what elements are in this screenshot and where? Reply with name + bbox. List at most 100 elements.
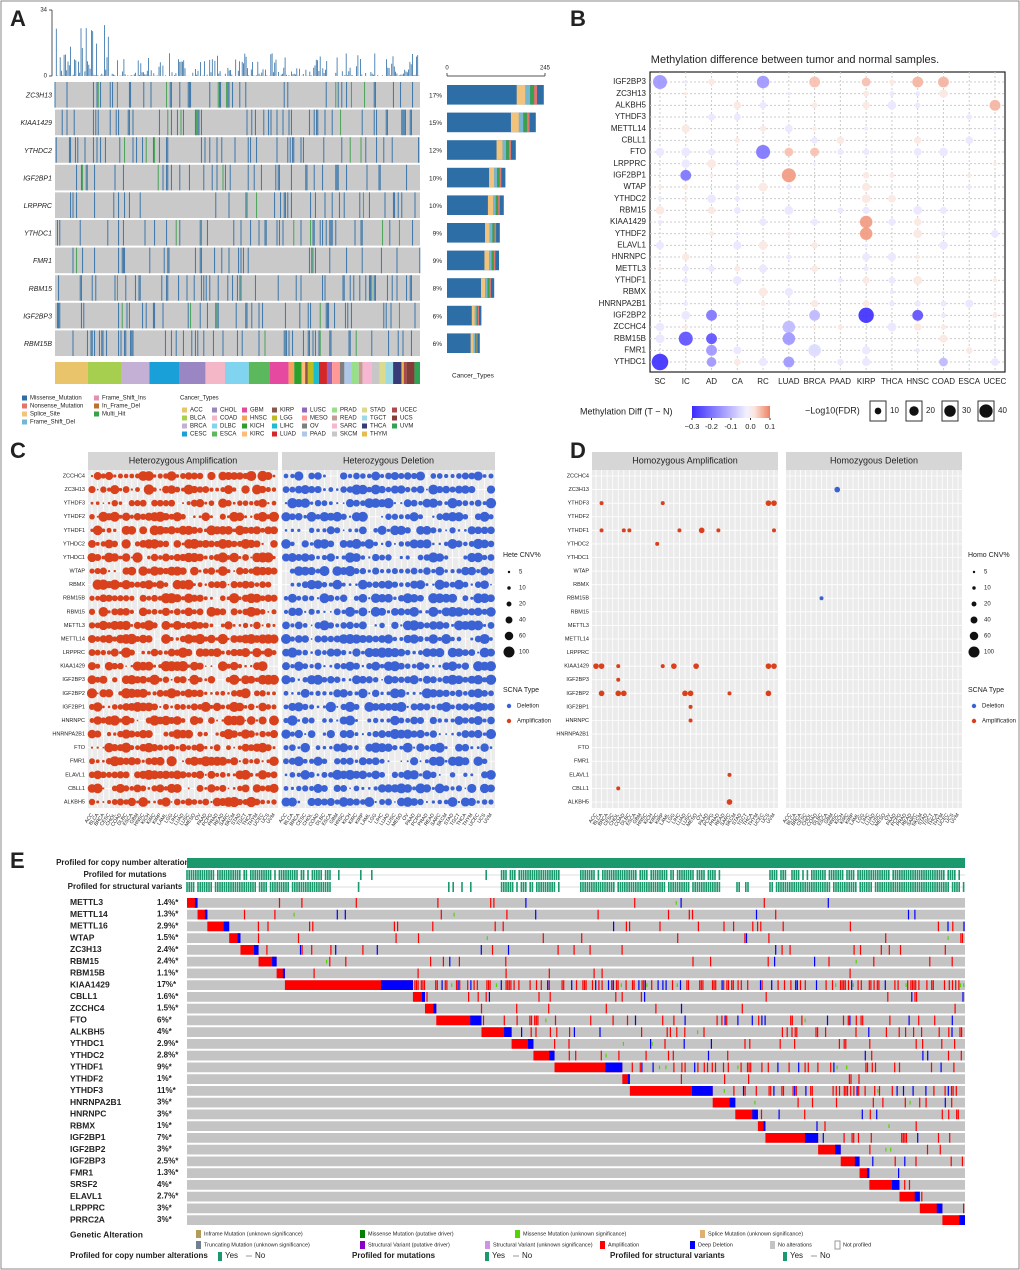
cnv-dot-texture [474,581,482,588]
cancer-strip [362,362,372,384]
cnv-dot-texture [366,757,373,765]
panel-letter: A [10,6,26,31]
cnv-dot-texture [287,593,297,603]
alteration-block-tail [380,980,413,990]
mutation-texture [56,220,414,246]
y-tick-label: WTAP [623,182,646,191]
cnv-dot-texture [166,471,177,481]
cnv-dot-texture [328,487,334,493]
cnv-dot-texture [175,745,180,750]
alteration-texture [742,1086,949,1096]
cnv-dot-texture [98,607,109,617]
cnv-dot-texture [163,745,169,751]
cnv-dot-texture [346,798,354,806]
cnv-dot-texture [370,484,381,495]
legend-label: In_Frame_Del [102,404,140,410]
faint-dot-texture [758,240,768,250]
cnv-dot-texture [184,689,193,698]
cnv-dot-texture [370,498,381,508]
methylation-dot [653,75,667,89]
cnv-dot-texture [385,540,392,548]
cnv-dot-texture [141,650,145,655]
cnv-dot-texture [371,661,381,671]
cnv-dot-texture [210,665,213,668]
frequency-label: 17%* [157,980,177,989]
cnv-dot-texture [409,757,419,766]
frequency-label: 4%* [157,1180,173,1189]
cnv-dot-texture [147,787,151,790]
cnv-dot-texture [201,512,211,522]
alteration-texture [568,1050,962,1061]
cnv-dot-texture [380,542,384,546]
cnv-dot-texture [144,661,154,671]
cnv-dot-texture [367,731,372,737]
count-bar-tail [493,195,496,215]
cnv-dot-texture [89,513,95,520]
x-tick-label: KIRC [146,812,158,826]
count-bar-tail [470,333,474,353]
cnv-dot-texture [425,583,429,587]
cnv-dot-texture [488,473,494,479]
alteration-texture [754,1100,911,1105]
cnv-dot-texture [398,594,405,602]
cnv-dot-texture [118,555,123,560]
cnv-dot-texture [249,651,253,654]
cnv-dot-texture [144,702,154,712]
y-tick-label: WTAP [70,569,86,575]
cnv-dot-texture [184,525,194,535]
y-tick-label: RBMX [573,582,589,588]
cnv-dot-texture [189,715,199,726]
faint-dot-texture [735,184,740,190]
cnv-dot-texture [209,596,213,600]
cnv-dot-texture [438,732,441,736]
count-bar-tail [485,278,488,298]
cnv-dot-texture [328,772,334,778]
y-tick-label: ZC3H13 [569,487,589,493]
frequency-label: 2.4%* [157,945,179,954]
cnv-dot-texture [370,606,381,617]
cnv-dot-texture [345,769,356,780]
cnv-dot-texture [308,717,315,724]
legend-swatch [94,395,99,401]
cnv-dot-texture [457,529,461,532]
cnv-dot-texture [192,583,196,587]
cnv-dot-texture [326,798,335,806]
cnv-dot-texture [380,691,384,696]
legend-label: GBM [250,408,264,414]
facet-title: Homozygous Amplification [632,455,738,465]
faint-dot-texture [811,102,818,109]
cnv-dot-texture [315,568,321,574]
gene-label: SRSF2 [70,1179,98,1189]
cnv-dot-texture [179,771,187,779]
cnv-dot-texture [422,498,432,508]
cnv-dot-texture [255,773,259,777]
faint-dot-texture [939,147,948,157]
cnv-dot-texture [410,580,419,589]
cnv-dot-texture [169,623,174,628]
cnv-dot-texture [161,553,170,562]
cnv-dot-texture [454,485,463,494]
cnv-dot-texture [100,649,107,656]
faint-dot-texture [658,127,662,131]
cnv-dot-texture [359,567,367,575]
cnv-dot-texture [180,690,186,697]
cnv-dot-texture [300,485,310,495]
cnv-dot-texture [379,771,386,778]
cnv-dot-texture [396,729,406,739]
cnv-dot-texture [156,567,165,575]
cnv-dot-texture [340,649,347,656]
cnv-dot-texture [260,799,266,805]
cnv-dot-texture [345,715,356,726]
legend-swatch [360,1230,365,1238]
cnv-dot-texture [158,677,163,682]
cnv-dot-texture [431,568,436,574]
cnv-dot-texture [289,744,296,752]
cnv-dot-texture [225,649,232,656]
cnv-dot-texture [288,513,296,521]
x-tick-label: PAAD [830,377,851,386]
mutation-texture [175,220,400,246]
cnv-dot-texture [241,485,250,494]
methylation-dot [809,76,821,88]
cnv-dot-texture [219,784,227,792]
cnv-dot-texture [219,771,226,778]
